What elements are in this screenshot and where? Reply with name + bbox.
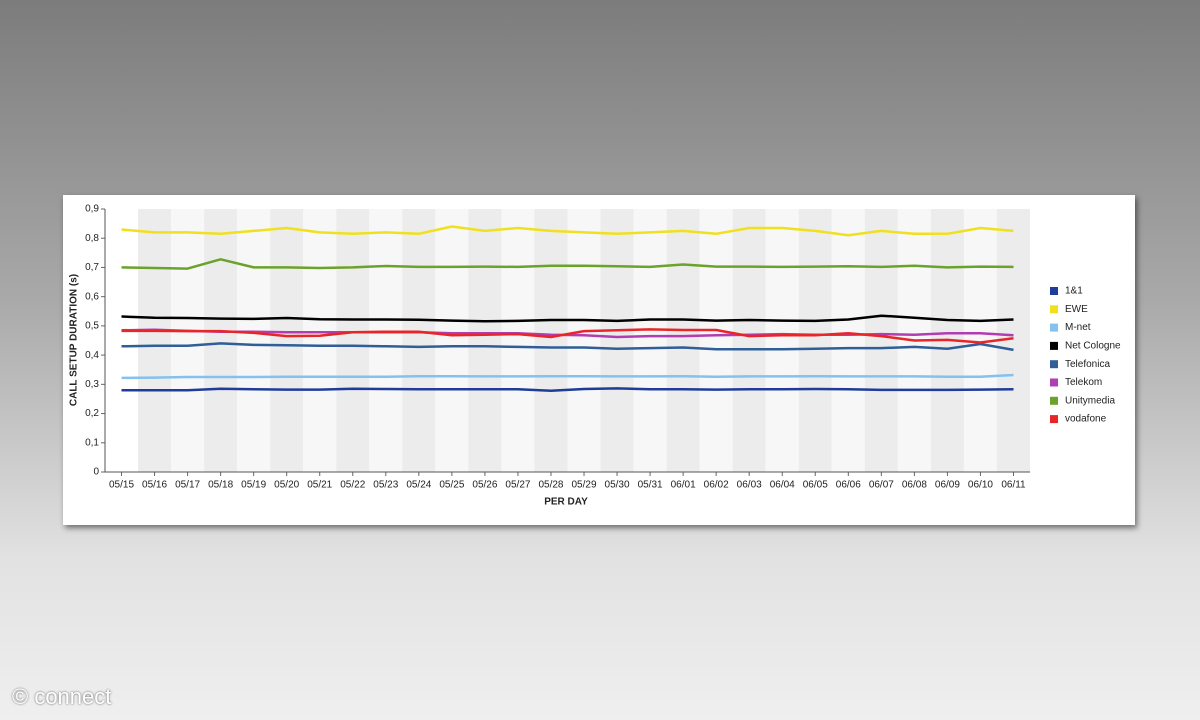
- y-tick-label: 0,6: [85, 291, 99, 302]
- x-tick-label: 06/05: [803, 480, 828, 491]
- series-line: [121, 314, 1014, 323]
- band: [171, 209, 205, 472]
- band: [864, 209, 898, 472]
- legend-label: Unitymedia: [1065, 395, 1115, 406]
- bands: [138, 209, 1030, 472]
- band: [204, 209, 238, 472]
- y-tick-label: 0,7: [85, 262, 99, 273]
- band: [468, 209, 502, 472]
- x-tick-label: 06/10: [968, 480, 993, 491]
- band: [600, 209, 634, 472]
- x-tick-label: 06/04: [770, 480, 795, 491]
- band: [402, 209, 436, 472]
- band: [369, 209, 403, 472]
- legend-swatch: [1050, 323, 1058, 332]
- legend-swatch: [1050, 415, 1058, 424]
- band: [567, 209, 601, 472]
- x-tick-label: 05/20: [274, 480, 299, 491]
- x-axis-label: PER DAY: [544, 497, 588, 508]
- legend-label: M-net: [1065, 322, 1091, 333]
- band: [831, 209, 865, 472]
- y-tick-label: 0,1: [85, 437, 99, 448]
- y-tick-label: 0,4: [85, 350, 99, 361]
- band: [732, 209, 766, 472]
- series-line: [121, 373, 1014, 380]
- legend-label: EWE: [1065, 304, 1088, 315]
- x-tick-label: 06/09: [935, 480, 960, 491]
- band: [534, 209, 568, 472]
- y-tick-label: 0,2: [85, 408, 99, 419]
- band: [699, 209, 733, 472]
- x-tick-label: 06/08: [902, 480, 927, 491]
- legend-swatch: [1050, 378, 1058, 387]
- x-tick-label: 05/23: [373, 480, 398, 491]
- x-tick-label: 05/17: [175, 480, 200, 491]
- series-line: [121, 225, 1014, 237]
- x-tick-label: 06/02: [704, 480, 729, 491]
- x-tick-label: 05/29: [572, 480, 597, 491]
- series-line: [121, 342, 1014, 352]
- band: [765, 209, 799, 472]
- x-tick-label: 05/28: [538, 480, 563, 491]
- x-tick-label: 05/19: [241, 480, 266, 491]
- watermark: © connect: [12, 684, 112, 709]
- legend-label: Telefonica: [1065, 359, 1110, 370]
- legend-swatch: [1050, 396, 1058, 405]
- x-tick-label: 05/26: [472, 480, 497, 491]
- series-line: [121, 387, 1014, 393]
- y-tick-label: 0,5: [85, 321, 99, 332]
- legend-swatch: [1050, 360, 1058, 369]
- band: [666, 209, 700, 472]
- band: [138, 209, 172, 472]
- legend-swatch: [1050, 341, 1058, 350]
- x-tick-label: 06/06: [836, 480, 861, 491]
- x-tick-label: 06/01: [671, 480, 696, 491]
- series-line: [121, 328, 1014, 344]
- legend-label: vodafone: [1065, 414, 1107, 425]
- y-tick-label: 0: [93, 467, 99, 478]
- x-tick-label: 06/07: [869, 480, 894, 491]
- band: [237, 209, 271, 472]
- band: [270, 209, 304, 472]
- legend-label: Net Cologne: [1065, 341, 1121, 352]
- band: [303, 209, 337, 472]
- x-tick-label: 05/31: [638, 480, 663, 491]
- x-tick-label: 06/11: [1001, 480, 1026, 491]
- x-tick-label: 05/27: [505, 480, 530, 491]
- series-line: [121, 258, 1014, 270]
- x-tick-label: 05/16: [142, 480, 167, 491]
- legend-swatch: [1050, 305, 1058, 314]
- band: [435, 209, 469, 472]
- legend-swatch: [1050, 287, 1058, 295]
- legend-label: 1&1: [1065, 286, 1083, 297]
- x-tick-label: 05/25: [439, 480, 464, 491]
- legend-label: Telekom: [1065, 377, 1102, 388]
- y-tick-label: 0,8: [85, 233, 99, 244]
- band: [336, 209, 370, 472]
- plot: 05/15 05/16 05/17 05/18 05/19 05/20 05/21 05/22…: [85, 204, 1121, 491]
- y-tick-label: 0,9: [85, 204, 99, 215]
- x-tick-label: 05/15: [109, 480, 134, 491]
- x-tick-label: 05/18: [208, 480, 233, 491]
- band: [633, 209, 667, 472]
- band: [501, 209, 535, 472]
- y-axis-label: CALL SETUP DURATION (s): [69, 274, 80, 406]
- x-tick-label: 05/22: [340, 480, 365, 491]
- x-tick-label: 05/21: [307, 480, 332, 491]
- x-tick-label: 05/30: [605, 480, 630, 491]
- y-tick-label: 0,3: [85, 379, 99, 390]
- x-tick-label: 06/03: [737, 480, 762, 491]
- band: [798, 209, 832, 472]
- x-tick-label: 05/24: [406, 480, 431, 491]
